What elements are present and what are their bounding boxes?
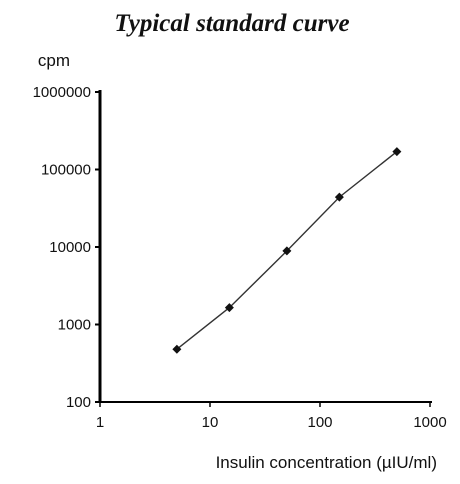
plot-area <box>172 147 402 354</box>
data-point-diamond <box>334 192 344 202</box>
axes <box>98 90 432 403</box>
y-tick-label: 10000 <box>49 239 91 256</box>
y-axis-label: cpm <box>38 51 70 70</box>
data-point-diamond <box>172 344 182 354</box>
y-tick-label: 1000 <box>58 317 91 334</box>
x-tick-label: 100 <box>307 414 332 431</box>
x-tick-label: 1000 <box>413 414 446 431</box>
chart-title: Typical standard curve <box>114 10 349 37</box>
y-tick-label: 100000 <box>41 162 91 179</box>
x-tick-label: 10 <box>202 414 219 431</box>
data-point-diamond <box>282 246 292 256</box>
x-axis-ticks: 1 10 100 1000 <box>96 402 447 431</box>
y-axis-ticks: 100 1000 10000 100000 1000000 <box>33 84 100 411</box>
data-point-diamond <box>224 303 234 313</box>
y-tick-label: 100 <box>66 394 91 411</box>
data-point-diamond <box>392 147 402 157</box>
x-tick-label: 1 <box>96 414 104 431</box>
y-tick-label: 1000000 <box>33 84 91 101</box>
x-axis-label: Insulin concentration (µIU/ml) <box>216 453 437 472</box>
